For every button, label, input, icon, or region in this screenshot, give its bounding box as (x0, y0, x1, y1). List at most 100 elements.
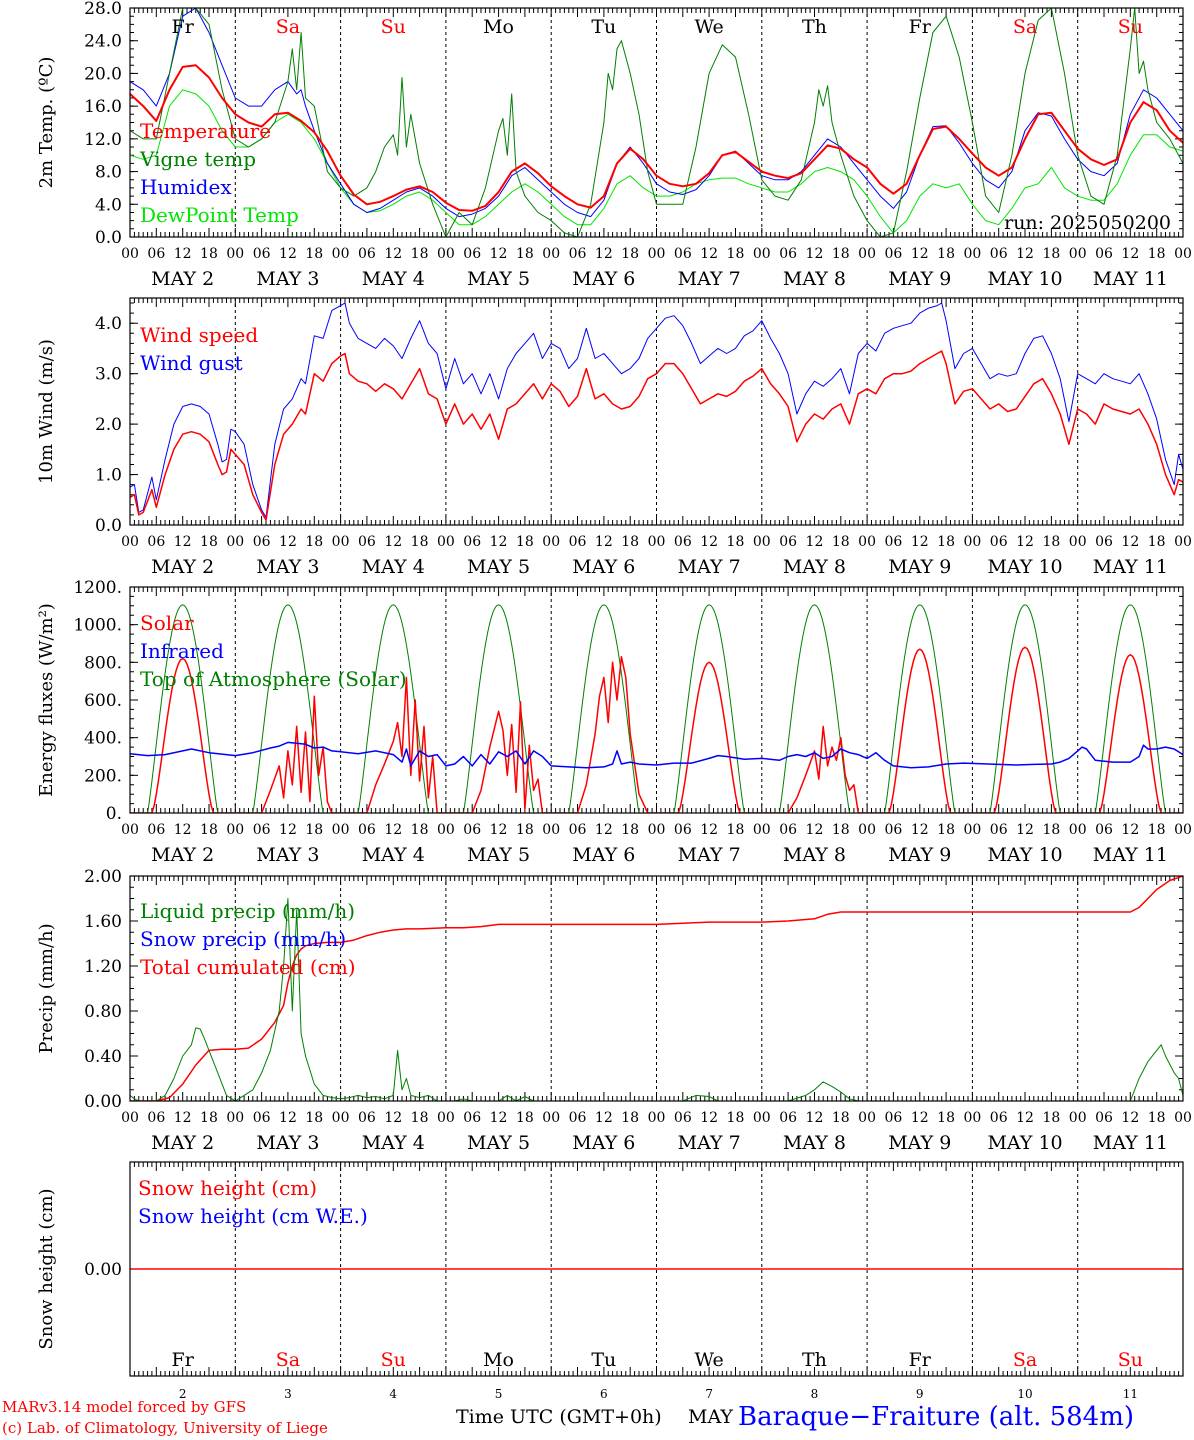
solar-day-9 (972, 646, 1078, 813)
date-label: MAY 5 (467, 268, 530, 290)
date-label: MAY 2 (151, 556, 214, 578)
hour-label: 12 (911, 822, 929, 838)
plot-frame (129, 297, 1184, 526)
day-number-label: 8 (811, 1387, 819, 1401)
hour-label: 18 (305, 822, 323, 838)
day-number-label: 6 (600, 1387, 608, 1401)
hour-label: 06 (463, 1110, 481, 1126)
hour-label: 18 (937, 1110, 955, 1126)
plot-frame (129, 1161, 1184, 1377)
panel-4: 0.00 0.40 0.80 1.20 1.60 2.00 Precip (mm/h) Liq… (36, 867, 1192, 1154)
solar-day-4 (445, 701, 552, 813)
day-number-label: 3 (284, 1387, 292, 1401)
hour-label: 06 (885, 1110, 903, 1126)
hour-label: 12 (700, 822, 718, 838)
model-credit: MARv3.14 model forced by GFS (2, 1398, 247, 1416)
hour-label: 06 (253, 246, 271, 262)
hour-label: 18 (727, 822, 745, 838)
hour-label: 18 (200, 822, 218, 838)
hour-label: 06 (990, 246, 1008, 262)
date-label: MAY 3 (256, 1132, 319, 1154)
y-axis-label: 2m Temp. (ºC) (36, 57, 57, 189)
day-name: Tu (591, 1349, 616, 1371)
date-label: MAY 11 (1093, 556, 1168, 578)
y-tick-label: 200. (84, 766, 122, 786)
day-number-label: 11 (1123, 1387, 1138, 1401)
legend-entry: Total cumulated (cm) (140, 955, 356, 979)
panel-2: 0.0 1.0 2.0 3.0 4.0 10m Wind (m/s) Wind speed W… (36, 297, 1192, 578)
temperatureline (130, 64, 1183, 212)
y-tick-label: 8.0 (95, 163, 122, 183)
humidexline (130, 8, 1183, 218)
day-number-label: 2 (179, 1387, 187, 1401)
hour-label: 06 (569, 246, 587, 262)
hour-label: 12 (1121, 246, 1139, 262)
hour-label: 00 (437, 534, 455, 550)
hour-label: 06 (253, 534, 271, 550)
y-tick-label: 0.40 (84, 1047, 122, 1067)
hour-label: 18 (516, 246, 534, 262)
legend-entry: Humidex (140, 175, 232, 199)
hour-label: 06 (569, 822, 587, 838)
date-label: MAY 7 (678, 1132, 741, 1154)
hour-label: 06 (147, 246, 165, 262)
hour-label: 00 (1069, 246, 1087, 262)
date-label: MAY 10 (987, 1132, 1062, 1154)
hour-label: 12 (490, 1110, 508, 1126)
hour-label: 12 (1016, 1110, 1034, 1126)
hour-label: 18 (832, 534, 850, 550)
hour-label: 18 (411, 1110, 429, 1126)
date-label: MAY 9 (888, 556, 951, 578)
hour-label: 12 (700, 246, 718, 262)
hour-label: 12 (174, 246, 192, 262)
hour-label: 00 (542, 822, 560, 838)
hour-label: 00 (437, 822, 455, 838)
hour-label: 12 (174, 822, 192, 838)
day-name: Sa (1013, 16, 1037, 38)
hour-label: 00 (332, 534, 350, 550)
hour-label: 18 (727, 534, 745, 550)
hour-label: 12 (700, 534, 718, 550)
hour-label: 18 (1148, 1110, 1166, 1126)
hour-label: 00 (858, 534, 876, 550)
date-label: MAY 4 (362, 844, 425, 866)
y-tick-label: 400. (84, 729, 122, 749)
y-tick-label: 2.0 (95, 415, 122, 435)
toa-solar-day-1 (130, 604, 236, 813)
legend-entry: Wind gust (140, 351, 243, 375)
day-number-label: 5 (495, 1387, 503, 1401)
y-tick-label: 0.00 (84, 1092, 122, 1112)
station-title: Baraque−Fraiture (alt. 584m) (738, 1402, 1135, 1432)
hour-label: 06 (990, 1110, 1008, 1126)
day-name: Mo (483, 1349, 514, 1371)
date-label: MAY 8 (783, 556, 846, 578)
legend-entry: Top of Atmosphere (Solar) (140, 667, 407, 691)
date-label: MAY 5 (467, 844, 530, 866)
y-tick-label: 28.0 (84, 0, 122, 19)
date-label: MAY 4 (362, 556, 425, 578)
hour-label: 18 (727, 1110, 745, 1126)
hour-label: 12 (490, 534, 508, 550)
hour-label: 00 (963, 822, 981, 838)
hour-label: 12 (279, 534, 297, 550)
hour-label: 18 (305, 534, 323, 550)
hour-label: 06 (1095, 822, 1113, 838)
hour-label: 06 (885, 822, 903, 838)
hour-label: 06 (674, 534, 692, 550)
hour-label: 06 (358, 246, 376, 262)
hour-label: 00 (226, 534, 244, 550)
toa-solar-day-8 (867, 604, 973, 813)
hour-label: 06 (569, 534, 587, 550)
hour-label: 00 (753, 246, 771, 262)
day-name: Fr (909, 16, 932, 38)
solar-day-8 (867, 648, 973, 813)
legend-entry: Liquid precip (mm/h) (140, 899, 355, 923)
hour-label: 18 (200, 1110, 218, 1126)
day-name: Sa (276, 1349, 300, 1371)
y-tick-label: 1.20 (84, 957, 122, 977)
hour-label: 18 (1042, 534, 1060, 550)
hour-label: 18 (305, 246, 323, 262)
day-name: Tu (591, 16, 616, 38)
y-tick-label: 1.0 (95, 466, 122, 486)
date-label: MAY 6 (572, 268, 635, 290)
